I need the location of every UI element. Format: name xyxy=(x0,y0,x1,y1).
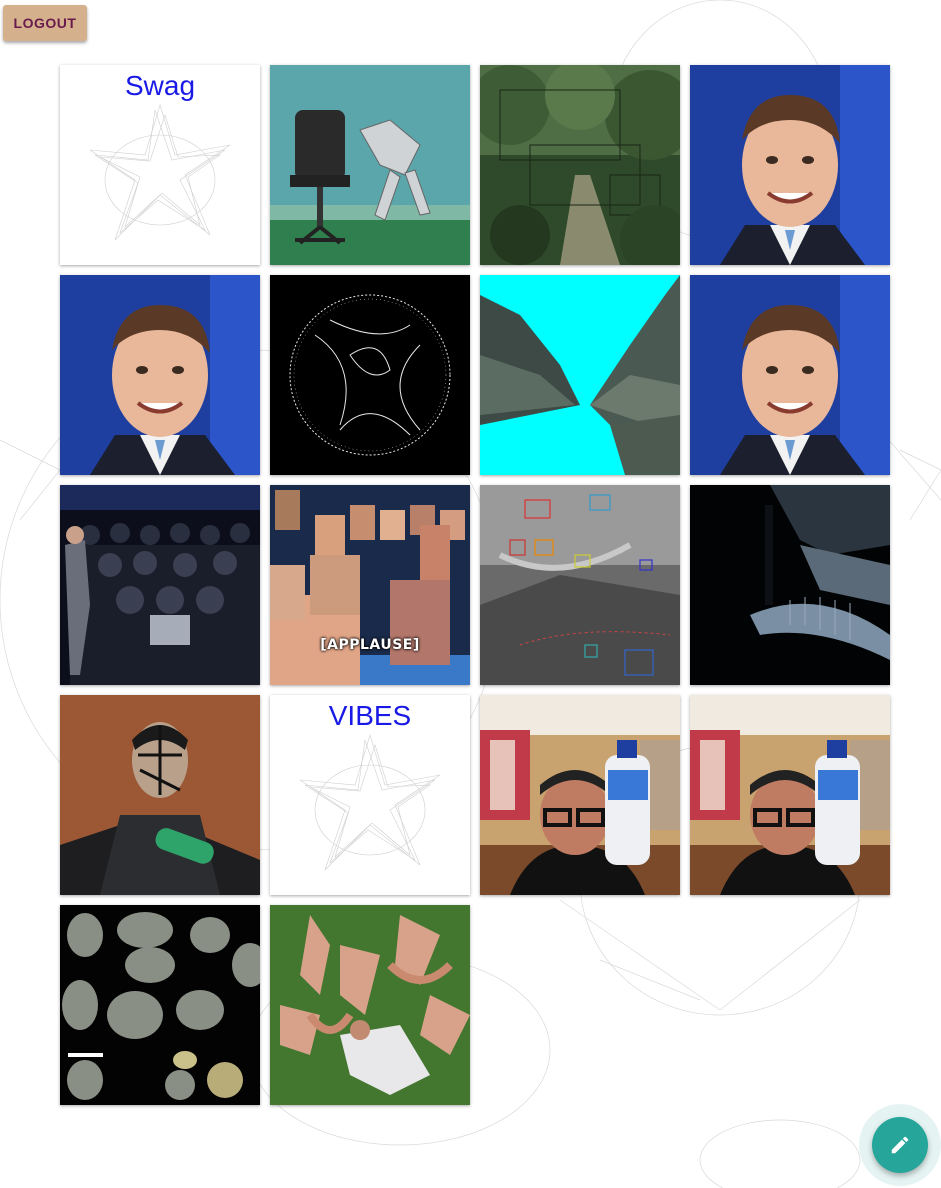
mocap-figure-image xyxy=(60,695,260,895)
grid-tile[interactable]: Swag xyxy=(60,65,260,265)
grid-tile[interactable] xyxy=(60,485,260,685)
grid-tile[interactable]: [APPLAUSE] xyxy=(270,485,470,685)
grid-tile[interactable] xyxy=(480,485,680,685)
grid-tile[interactable] xyxy=(60,695,260,895)
robot-office-image xyxy=(270,65,470,265)
webcam-man-image xyxy=(690,695,890,895)
pencil-icon xyxy=(891,1136,909,1154)
grid-tile[interactable] xyxy=(480,275,680,475)
portrait-image xyxy=(60,275,260,475)
grid-tile[interactable] xyxy=(690,275,890,475)
cyan-canyon-image xyxy=(480,275,680,475)
detection-boxes-image xyxy=(480,485,680,685)
vr-crowd-image xyxy=(60,485,260,685)
face-collage-image xyxy=(270,485,470,685)
grid-tile[interactable] xyxy=(60,275,260,475)
grid-tile[interactable] xyxy=(690,695,890,895)
stone-tools-image xyxy=(60,905,260,1105)
grid-tile[interactable] xyxy=(60,905,260,1105)
caption-overlay: [APPLAUSE] xyxy=(320,637,420,653)
sketch-image xyxy=(60,65,260,265)
tile-caption: Swag xyxy=(124,70,196,101)
logout-button[interactable]: LOGOUT xyxy=(3,5,87,41)
dark-interior-image xyxy=(690,485,890,685)
tile-caption: VIBES xyxy=(328,700,412,731)
grid-tile[interactable] xyxy=(690,485,890,685)
grid-tile[interactable] xyxy=(480,695,680,895)
grid-tile[interactable]: VIBES xyxy=(270,695,470,895)
portrait-image xyxy=(690,275,890,475)
grid-tile[interactable] xyxy=(270,65,470,265)
webcam-man-image xyxy=(480,695,680,895)
wire-sphere-image xyxy=(270,275,470,475)
forest-path-image xyxy=(480,65,680,265)
grid-tile[interactable] xyxy=(270,275,470,475)
dancers-field-image xyxy=(270,905,470,1105)
portrait-image xyxy=(690,65,890,265)
grid-tile[interactable] xyxy=(690,65,890,265)
image-grid: Swag xyxy=(60,65,890,1105)
grid-tile[interactable] xyxy=(480,65,680,265)
edit-fab-button[interactable] xyxy=(872,1117,928,1173)
grid-tile[interactable] xyxy=(270,905,470,1105)
